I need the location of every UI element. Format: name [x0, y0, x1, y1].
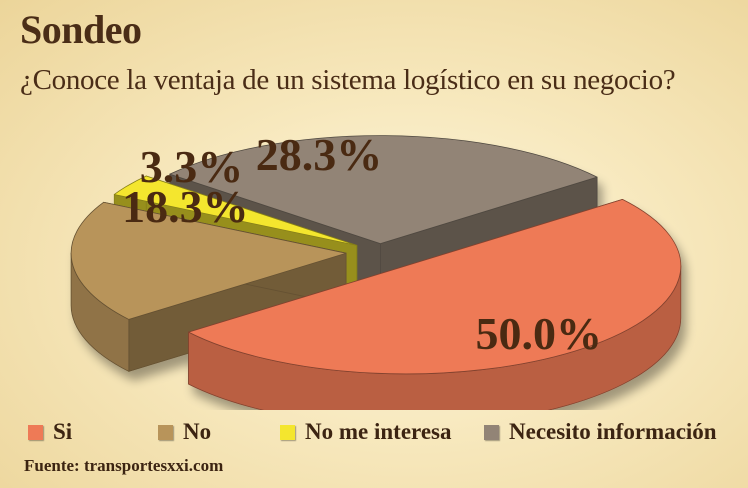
data-label-si: 50.0% — [475, 308, 602, 359]
legend-swatch-no-me-interesa — [280, 424, 295, 440]
chart-title: Sondeo — [20, 7, 142, 52]
pie-top-no — [70, 201, 347, 320]
legend-swatch-no — [158, 424, 173, 440]
chart-question: ¿Conoce la ventaja de un sistema logísti… — [20, 64, 676, 96]
pie-slice-no — [70, 201, 347, 372]
legend-label-necesito-informacion: Necesito información — [509, 419, 717, 444]
data-label-necesito-informacion: 28.3% — [256, 129, 383, 180]
legend-label-no: No — [183, 419, 212, 444]
pie-top-si — [188, 199, 682, 375]
pie-chart: 28.3%3.3%18.3% 50.0% — [70, 129, 682, 410]
legend-label-no-me-interesa: No me interesa — [305, 419, 452, 444]
pie-top-no-me-interesa — [113, 175, 358, 246]
pie-slice-si — [188, 199, 682, 410]
legend: Si No No me interesa Necesito informació… — [0, 417, 748, 449]
pie-top-necesito-informacion — [169, 135, 598, 245]
data-label-no-me-interesa: 3.3% — [140, 141, 244, 192]
legend-item-necesito-informacion: Necesito información — [484, 417, 717, 447]
legend-swatch-necesito-informacion — [484, 424, 499, 440]
source-note: Fuente: transportesxxi.com — [24, 456, 224, 475]
legend-item-no-me-interesa: No me interesa — [280, 417, 451, 447]
legend-label-si: Si — [53, 419, 73, 444]
legend-item-si: Si — [28, 417, 72, 447]
data-label-no: 18.3% — [122, 181, 249, 232]
legend-swatch-si — [28, 424, 43, 440]
legend-item-no: No — [158, 417, 211, 447]
